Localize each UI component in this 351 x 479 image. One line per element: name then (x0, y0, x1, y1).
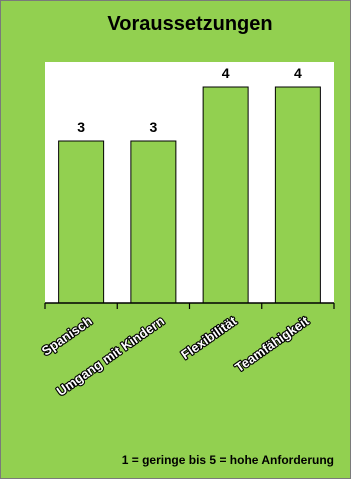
data-label-2: 3 (149, 119, 157, 135)
bar-3 (202, 86, 249, 304)
bar-2 (130, 140, 177, 304)
data-label-4: 4 (294, 65, 302, 81)
chart-title: Voraussetzungen (107, 13, 272, 35)
x-ticks-layer (44, 303, 335, 309)
footnote: 1 = geringe bis 5 = hohe Anforderung (122, 453, 334, 467)
bar-1 (58, 140, 105, 304)
bar-4 (274, 86, 321, 304)
bars-layer (58, 86, 321, 304)
data-label-3: 4 (222, 65, 230, 81)
data-label-1: 3 (77, 119, 85, 135)
value-labels-layer: 3 3 4 4 (77, 65, 302, 135)
